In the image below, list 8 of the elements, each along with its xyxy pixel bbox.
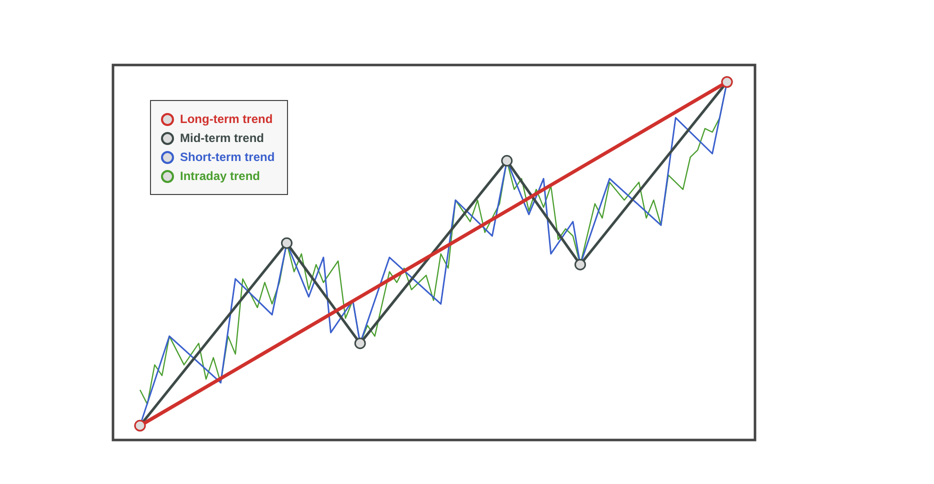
point xyxy=(574,258,586,270)
point xyxy=(354,338,366,350)
legend-label: Long-term trend xyxy=(180,112,273,126)
legend-label: Mid-term trend xyxy=(180,131,264,145)
legend-label: Short-term trend xyxy=(180,150,275,164)
point xyxy=(281,237,292,249)
legend-label: Intraday trend xyxy=(180,169,260,183)
point xyxy=(501,155,513,167)
